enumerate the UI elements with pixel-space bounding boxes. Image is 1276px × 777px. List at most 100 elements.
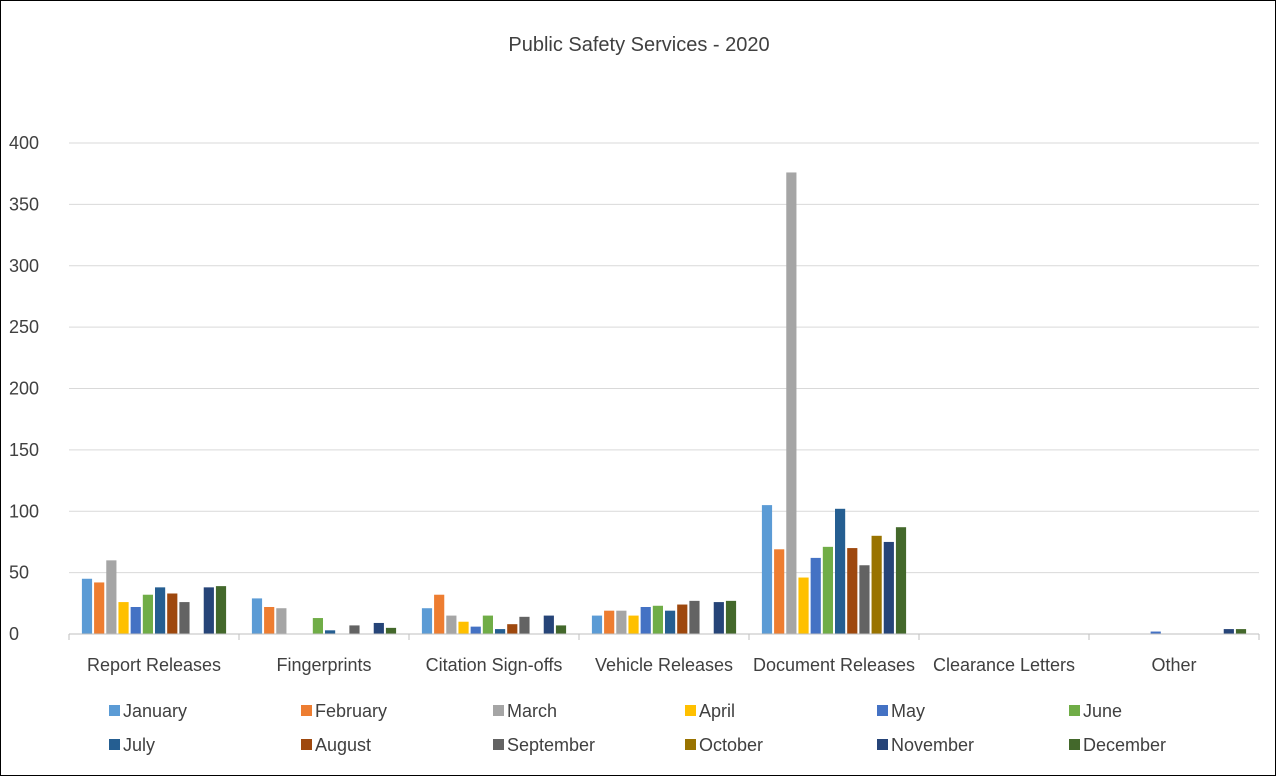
bar-september [689, 600, 700, 634]
legend-label: June [1083, 701, 1122, 721]
y-tick-label: 300 [9, 256, 39, 276]
bar-march [106, 560, 117, 634]
legend-label: December [1083, 735, 1166, 755]
bar-march [276, 608, 287, 634]
legend-swatch [877, 705, 888, 716]
bar-july [325, 630, 336, 634]
bar-november [883, 541, 894, 634]
x-axis [68, 633, 1260, 640]
y-tick-label: 350 [9, 194, 39, 214]
legend-item: November [877, 735, 974, 755]
legend-label: August [315, 735, 371, 755]
legend-label: April [699, 701, 735, 721]
bar-march [786, 172, 797, 634]
bar-december [725, 600, 737, 634]
bar-november [543, 615, 554, 634]
bar-december [895, 527, 907, 634]
bar-january [421, 608, 433, 634]
bar-june [822, 546, 833, 634]
bar-february [94, 582, 105, 634]
legend-item: July [109, 735, 155, 755]
legend-label: July [123, 735, 155, 755]
bar-may [640, 606, 651, 634]
bar-september [179, 602, 190, 634]
y-tick-label: 250 [9, 317, 39, 337]
legend-swatch [685, 739, 696, 750]
bar-january [761, 505, 773, 634]
legend-item: January [109, 701, 187, 721]
bar-june [312, 618, 323, 634]
bar-november [713, 602, 724, 634]
bars [81, 172, 1247, 634]
legend-item: February [301, 701, 387, 721]
legend-item: December [1069, 735, 1166, 755]
bar-february [434, 594, 445, 634]
bar-july [835, 508, 846, 634]
bar-december [1235, 629, 1247, 634]
bar-september [859, 565, 870, 634]
bar-july [495, 629, 506, 634]
bar-january [591, 615, 603, 634]
bar-march [446, 615, 457, 634]
legend-label: March [507, 701, 557, 721]
bar-august [847, 548, 858, 634]
legend-label: October [699, 735, 763, 755]
legend-item: June [1069, 701, 1122, 721]
y-axis-ticks: 0 50 100 150 200 250 300 350 400 [9, 133, 39, 644]
bar-november [373, 622, 384, 634]
bar-december [555, 625, 567, 634]
category-label: Other [1151, 655, 1196, 675]
y-tick-label: 50 [9, 563, 29, 583]
bar-may [130, 606, 141, 634]
legend-swatch [493, 705, 504, 716]
legend-swatch [301, 705, 312, 716]
legend-item: August [301, 735, 371, 755]
legend-label: May [891, 701, 925, 721]
category-label: Report Releases [87, 655, 221, 675]
legend-item: April [685, 701, 735, 721]
legend-swatch [1069, 705, 1080, 716]
legend-swatch [493, 739, 504, 750]
bar-january [251, 598, 263, 634]
bar-may [1150, 631, 1161, 634]
bar-july [155, 587, 166, 634]
bar-july [665, 610, 676, 634]
legend-item: May [877, 701, 925, 721]
bar-june [482, 615, 493, 634]
bar-may [810, 557, 821, 634]
bar-february [264, 606, 275, 634]
legend-label: January [123, 701, 187, 721]
y-tick-label: 200 [9, 379, 39, 399]
bar-march [616, 610, 627, 634]
category-label: Fingerprints [276, 655, 371, 675]
bar-april [798, 577, 809, 634]
bar-june [142, 594, 153, 634]
y-tick-label: 100 [9, 501, 39, 521]
legend-label: November [891, 735, 974, 755]
legend-swatch [109, 705, 120, 716]
y-tick-label: 150 [9, 440, 39, 460]
bar-january [81, 578, 93, 634]
category-label: Citation Sign-offs [426, 655, 563, 675]
bar-november [203, 587, 214, 634]
bar-december [385, 627, 397, 634]
bar-september [349, 625, 360, 634]
legend: January February March April May June July Augu… [109, 701, 1166, 755]
legend-item: September [493, 735, 595, 755]
legend-label: February [315, 701, 387, 721]
bar-may [470, 626, 481, 634]
bar-october [871, 535, 882, 634]
legend-item: March [493, 701, 557, 721]
bar-august [507, 624, 518, 634]
bar-february [774, 549, 785, 634]
bar-april [628, 615, 639, 634]
bar-august [677, 604, 688, 634]
bar-june [652, 605, 663, 634]
bar-august [167, 593, 178, 634]
bar-april [458, 621, 469, 634]
legend-label: September [507, 735, 595, 755]
category-label: Clearance Letters [933, 655, 1075, 675]
legend-swatch [109, 739, 120, 750]
legend-swatch [877, 739, 888, 750]
